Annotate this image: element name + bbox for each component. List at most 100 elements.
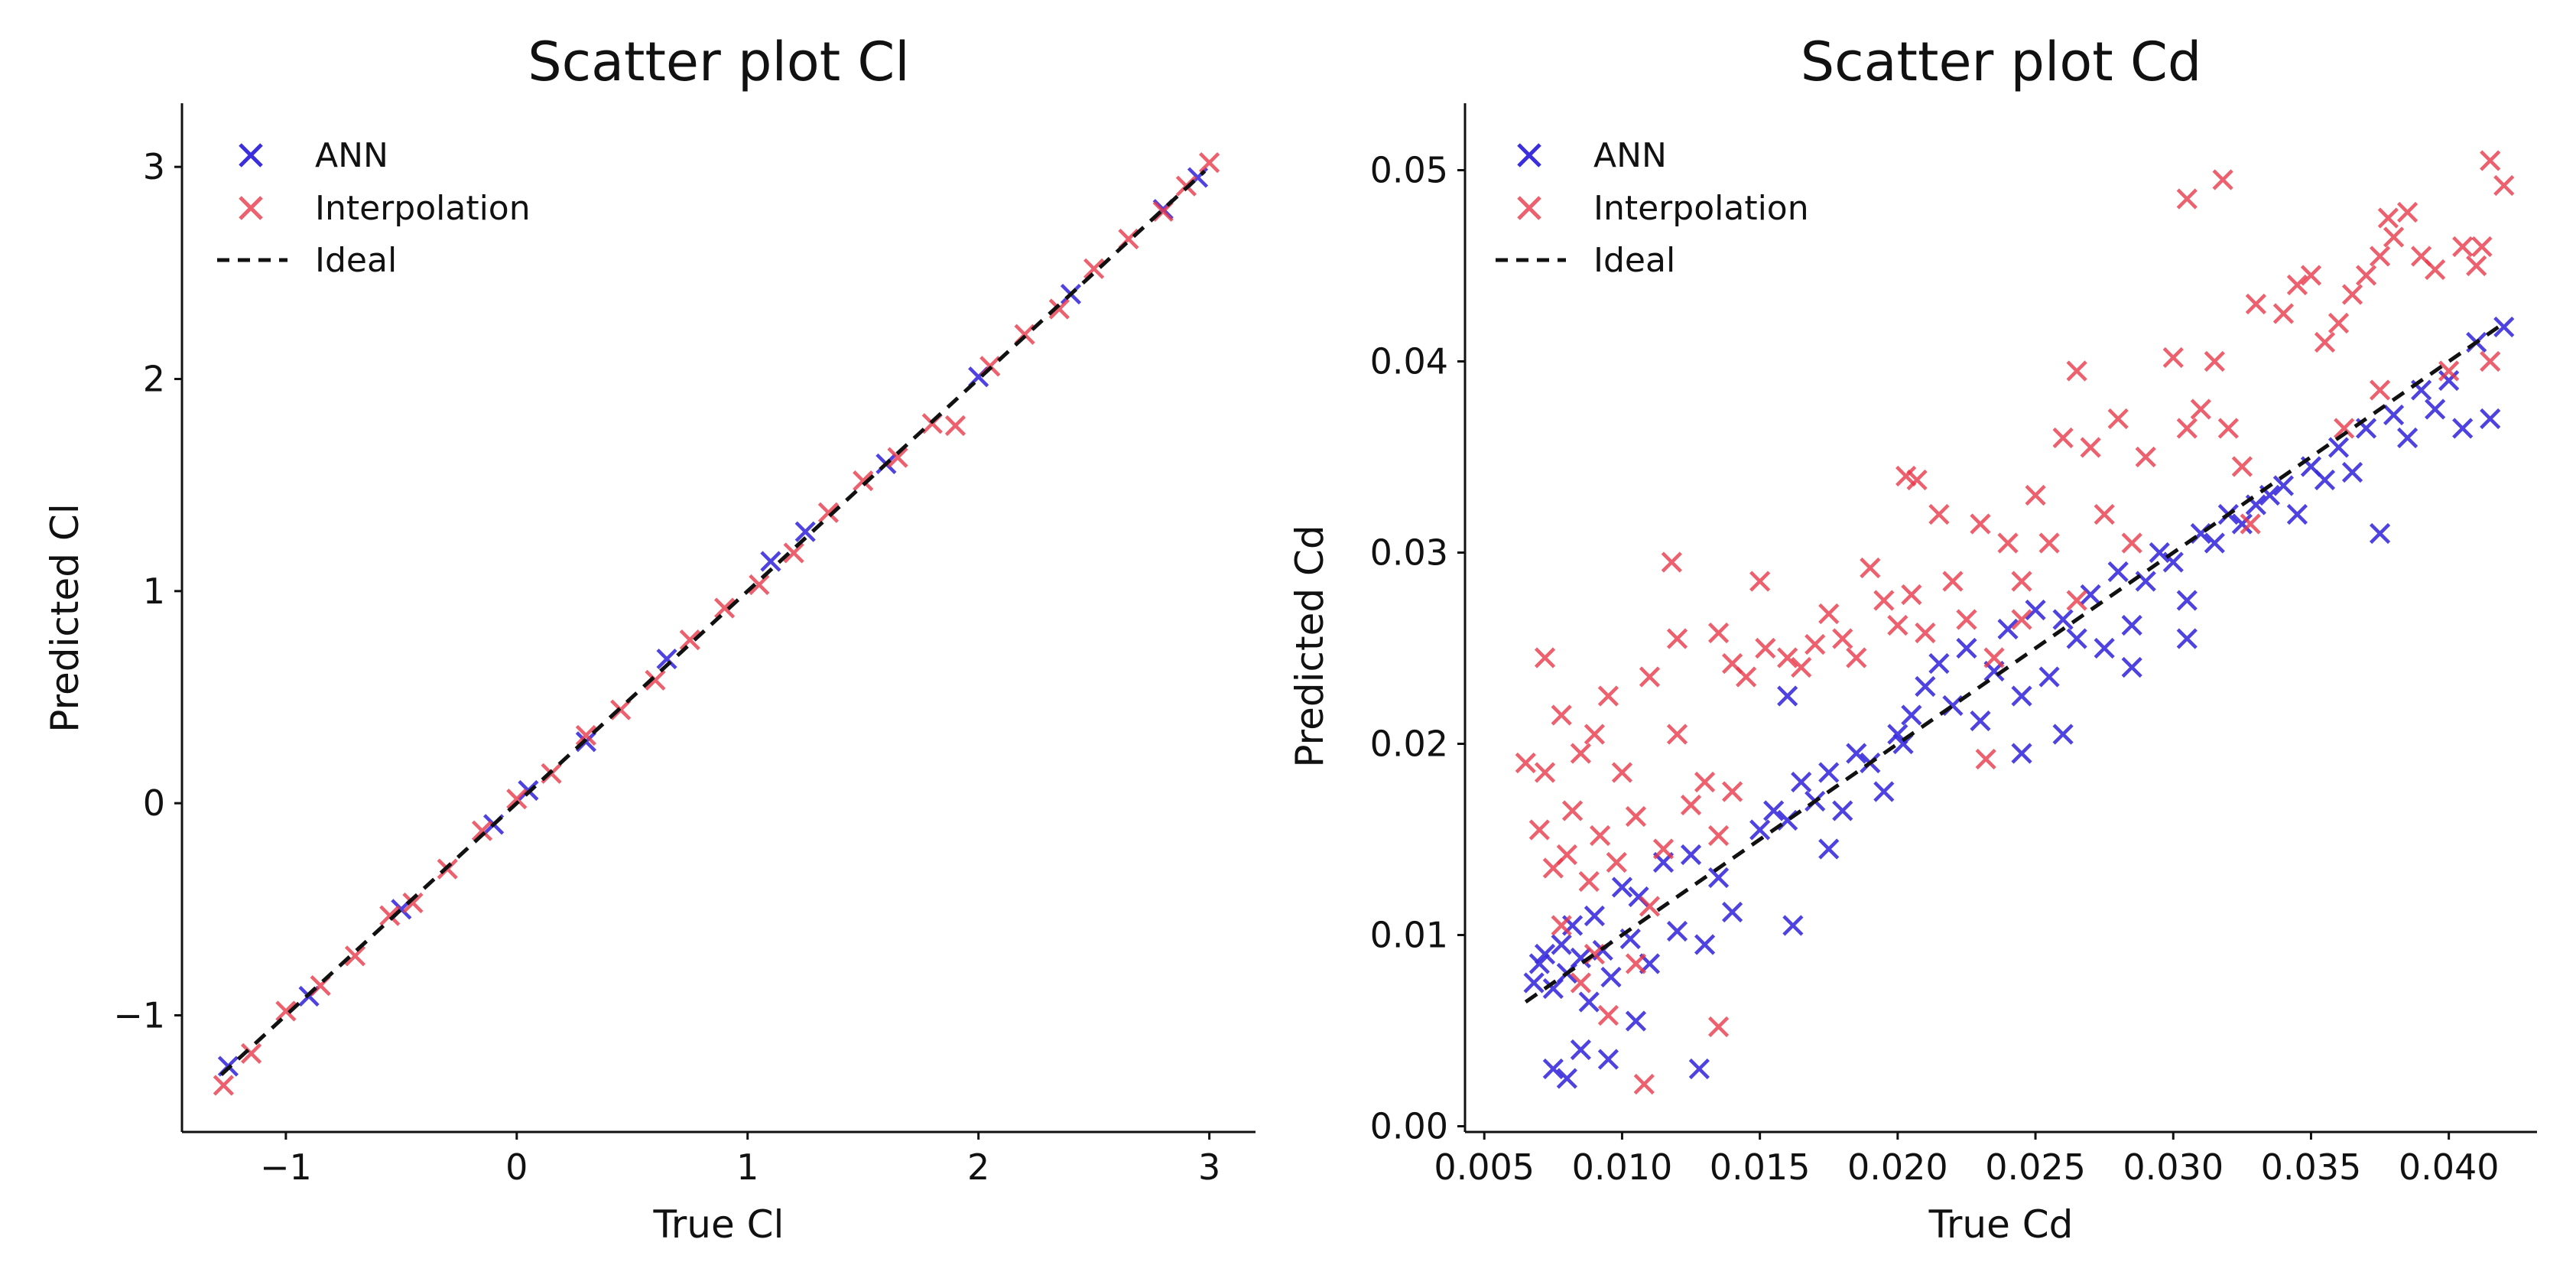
interpolation-point	[1666, 628, 1688, 649]
interpolation-point	[471, 820, 493, 841]
ann-point	[1791, 771, 1812, 793]
ann-point	[2176, 590, 2198, 611]
chart-cd-ytick-label: 0.05	[1370, 150, 1448, 191]
interpolation-point	[2066, 590, 2087, 611]
interpolation-point	[2383, 226, 2405, 248]
interpolation-point	[1818, 603, 1840, 625]
interpolation-point	[1528, 819, 1550, 841]
ann-point	[1680, 844, 1702, 866]
chart-cl-title: Scatter plot Cl	[528, 31, 910, 93]
chart-cl-plot-area	[213, 152, 1220, 1096]
interpolation-point	[2425, 259, 2446, 281]
legend-interpolation-label: Interpolation	[315, 189, 531, 228]
chart-cl-xlabel: True Cl	[653, 1202, 784, 1247]
ann-point	[2272, 475, 2295, 496]
interpolation-point	[1975, 748, 1996, 770]
ann-point	[1915, 675, 1936, 698]
ann-point	[2231, 513, 2253, 535]
ann-point	[1997, 618, 2019, 640]
chart-cl-xtick-label: 2	[967, 1147, 989, 1188]
chart-cd-title: Scatter plot Cd	[1801, 31, 2202, 93]
ann-point	[2011, 685, 2032, 707]
interpolation-point	[1556, 844, 1577, 866]
ann-point	[2397, 427, 2418, 449]
interpolation-point	[2334, 418, 2355, 439]
interpolation-point	[1887, 614, 1908, 636]
interpolation-point	[575, 724, 596, 746]
ann-point	[2369, 522, 2391, 545]
ann-point	[1846, 743, 1867, 764]
interpolation-point	[2107, 408, 2129, 430]
ann-point	[1873, 781, 1895, 802]
interpolation-point	[713, 597, 736, 619]
chart-cd-ylabel: Predicted Cd	[1288, 525, 1332, 767]
interpolation-point	[1707, 1016, 1730, 1038]
interpolation-point	[1606, 851, 1627, 873]
interpolation-point	[1901, 584, 1922, 606]
chart-cd: Scatter plot Cd True Cd Predicted Cd 0.0…	[1288, 31, 2537, 1247]
interpolation-point	[2377, 207, 2399, 229]
interpolation-point	[1639, 896, 1661, 917]
chart-cd-xlabel: True Cd	[1928, 1202, 2074, 1247]
ann-point	[1782, 915, 1804, 936]
interpolation-point	[1804, 633, 1826, 655]
chart-cl-ytick-label: 3	[143, 146, 165, 187]
interpolation-point	[2094, 503, 2115, 525]
chart-cl-ytick-label: 0	[143, 782, 165, 824]
interpolation-point	[2452, 236, 2474, 258]
ann-point	[2149, 542, 2170, 564]
interpolation-point	[2355, 265, 2377, 286]
interpolation-point	[1749, 571, 1771, 592]
chart-cd-xtick-label: 0.020	[1847, 1147, 1948, 1188]
ann-point	[2383, 404, 2405, 426]
interpolation-point	[1906, 469, 1928, 491]
ann-point	[1928, 652, 1950, 675]
interpolation-point	[1048, 298, 1070, 320]
ann-point	[1597, 1049, 1619, 1070]
chart-cd-ytick-label: 0.04	[1370, 341, 1448, 382]
ann-point	[1832, 800, 1853, 821]
interpolation-point	[2480, 350, 2501, 372]
interpolation-point	[2466, 255, 2487, 277]
ideal-line	[219, 169, 1207, 1076]
ann-point	[1611, 877, 1633, 898]
interpolation-point	[1652, 838, 1675, 860]
legend-interpolation-marker	[239, 196, 263, 220]
interpolation-point	[2438, 360, 2460, 382]
interpolation-point	[2038, 532, 2060, 554]
legend-interpolation-marker	[1517, 196, 1541, 220]
ann-point	[1584, 905, 1605, 927]
interpolation-point	[1199, 152, 1220, 174]
interpolation-point	[2025, 484, 2046, 506]
interpolation-point	[887, 447, 908, 468]
ann-point	[1578, 991, 1600, 1013]
interpolation-point	[2369, 246, 2391, 267]
ann-point	[2011, 743, 2032, 764]
interpolation-point	[1832, 628, 1853, 649]
ann-point	[1556, 1068, 1577, 1089]
interpolation-point	[1694, 771, 1716, 793]
interpolation-point	[1590, 825, 1611, 847]
chart-cd-xticks: 0.005 0.010 0.015 0.020 0.025 0.030 0.03…	[1434, 1147, 2499, 1188]
chart-cd-ytick-label: 0.02	[1370, 724, 1448, 765]
interpolation-point	[1873, 590, 1895, 611]
ann-point	[656, 648, 677, 670]
interpolation-point	[1597, 1004, 1619, 1026]
interpolation-point	[2300, 265, 2322, 286]
interpolation-point	[944, 415, 966, 437]
chart-cl-xticks: −1 0 1 2 3	[260, 1147, 1220, 1188]
interpolation-point	[506, 789, 528, 810]
interpolation-point	[402, 892, 424, 914]
interpolation-point	[2176, 418, 2198, 439]
chart-cd-xtick-label: 0.025	[1985, 1147, 2086, 1188]
interpolation-point	[2471, 236, 2493, 258]
interpolation-point	[1928, 503, 1950, 525]
interpolation-point	[1570, 972, 1591, 994]
interpolation-point	[1755, 637, 1776, 659]
ann-point	[1956, 637, 1977, 659]
interpolation-point	[679, 629, 700, 651]
chart-cd-xtick-label: 0.010	[1572, 1147, 1673, 1188]
interpolation-point	[1639, 666, 1661, 688]
interpolation-point	[1860, 557, 1881, 579]
